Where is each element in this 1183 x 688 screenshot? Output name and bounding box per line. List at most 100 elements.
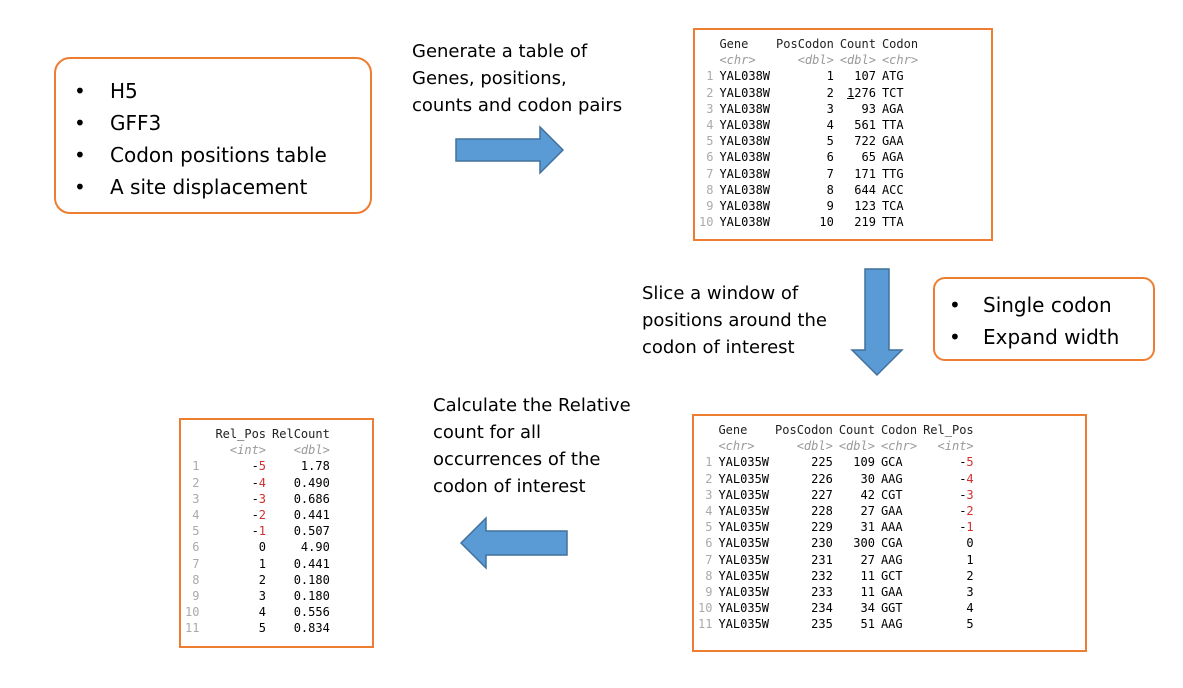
col-type: <chr> [881,53,919,68]
table-cell: 4 [826,118,834,133]
table-cell: 3 [826,101,834,116]
table-cell: 234 [811,601,833,616]
table-cell: CGA [880,536,903,551]
table-cell: YAL035W [718,455,770,470]
option-item: • Expand width [949,325,1120,349]
options-list: • Single codon • Expand width [949,289,1119,353]
table-cell: 31 [860,520,875,535]
window-table: Gene PosCodon Count Codon Rel_Pos <chr> … [692,414,1087,652]
table-cell: 0.180 [293,588,330,603]
table-cell: ACC [881,182,904,197]
row-number: 5 [705,520,713,535]
table-cell: 0.556 [293,605,330,620]
table-row: 3 YAL035W 227 42 CGT -3 [698,487,974,503]
table-cell: 30 [860,471,875,486]
table-row: 6 YAL038W 6 65 AGA [699,149,918,165]
table-row: 4 YAL035W 228 27 GAA -2 [698,503,973,519]
row-number: 2 [705,471,713,486]
table-cell: -1 [959,520,974,535]
table-cell: 123 [854,198,876,213]
table-cell: 0.686 [293,491,330,506]
table-row: 1 YAL035W 225 109 GCA -5 [698,454,973,470]
col-type: <int> [229,443,267,458]
col-header: Codon [881,37,919,52]
table-cell: AAG [880,471,903,486]
table-cell: 233 [811,584,833,599]
table-cell: 2 [826,85,834,100]
row-number: 8 [192,572,200,587]
col-type: <chr> [718,439,755,454]
table-row: 5 -1 0.507 [185,523,330,539]
table-cell: 0 [258,540,267,555]
row-number: 10 [699,215,714,230]
table-cell: 65 [861,150,876,165]
table-cell: TCT [881,85,904,100]
table-cell: YAL038W [719,198,771,213]
step1-caption: Generate a table of Genes, positions, co… [412,41,623,116]
table-cell: YAL035W [718,504,770,519]
table-cell: 300 [853,536,875,551]
table-row: 3 YAL038W 3 93 AGA [699,101,918,117]
right-arrow [455,125,565,175]
table-cell: 644 [854,182,876,197]
table-cell: -2 [251,508,267,523]
table-cell: YAL035W [718,568,770,583]
table-cell: 561 [854,118,876,133]
row-number: 9 [705,584,713,599]
table-cell: 51 [860,617,875,632]
table-cell: -3 [959,487,974,502]
input-item: • A site displacement [74,175,308,199]
table-cell: 0.834 [293,621,330,636]
row-number: 6 [705,536,713,551]
table-cell: -1 [251,524,267,539]
table-cell: 232 [811,568,833,583]
table-cell: 229 [811,520,833,535]
table-cell: TTG [881,166,904,181]
row-number: 1 [192,459,200,474]
table-row: 8 YAL035W 232 11 GCT 2 [698,568,973,584]
table-cell: YAL038W [719,85,771,100]
table-row: 10 YAL038W 10 219 TTA [699,214,918,230]
table-cell: 6 [826,150,834,165]
row-number: 9 [706,198,714,213]
table-cell: GCT [880,568,903,583]
table-cell: YAL038W [719,118,771,133]
codon-table: Gene PosCodon Count Codon <chr> <dbl> <d… [693,28,993,241]
table-cell: 230 [811,536,833,551]
table-cell: YAL038W [719,150,771,165]
table-row: 1 YAL038W 1 107 ATG [699,68,918,84]
left-arrow [459,516,568,570]
row-number: 3 [705,487,713,502]
table-cell: 8 [826,182,834,197]
col-type: <dbl> [797,53,834,68]
table-row: 2 YAL035W 226 30 AAG -4 [698,471,974,487]
table-cell: 226 [811,471,833,486]
row-number: 10 [698,601,713,616]
row-number: 9 [192,588,200,603]
inputs-list: • H5 • GFF3 • Codon positions table • A site… [74,75,327,203]
table-row: 10 YAL035W 234 34 GGT 4 [698,600,974,616]
col-type: <dbl> [839,53,876,68]
table-cell: GGT [880,601,903,616]
table-cell: -4 [959,471,974,486]
table-cell: 11 [860,568,875,583]
table-cell: 171 [854,166,876,181]
table-cell: TCA [881,198,904,213]
row-number: 8 [706,182,714,197]
table-row: 11 YAL035W 235 51 AAG 5 [698,616,974,632]
table-row: 7 YAL038W 7 171 TTG [699,166,918,182]
row-number: 5 [192,524,200,539]
table-cell: 0.441 [293,556,330,571]
col-type: <chr> [719,53,756,68]
table-row: 11 5 0.834 [185,620,330,636]
relcount-table: Rel_Pos RelCount <int> <dbl> 1 -5 1.78 2 -4 0… [179,418,374,648]
col-header: PosCodon [775,423,833,438]
table-cell: TTA [881,118,904,133]
table-row: 10 4 0.556 [185,604,330,620]
table-row: 5 YAL035W 229 31 AAA -1 [698,519,974,535]
options-box: • Single codon • Expand width [933,277,1155,361]
table-row: 1 -5 1.78 [185,458,330,474]
table-cell: 231 [811,552,833,567]
down-arrow [850,268,904,377]
